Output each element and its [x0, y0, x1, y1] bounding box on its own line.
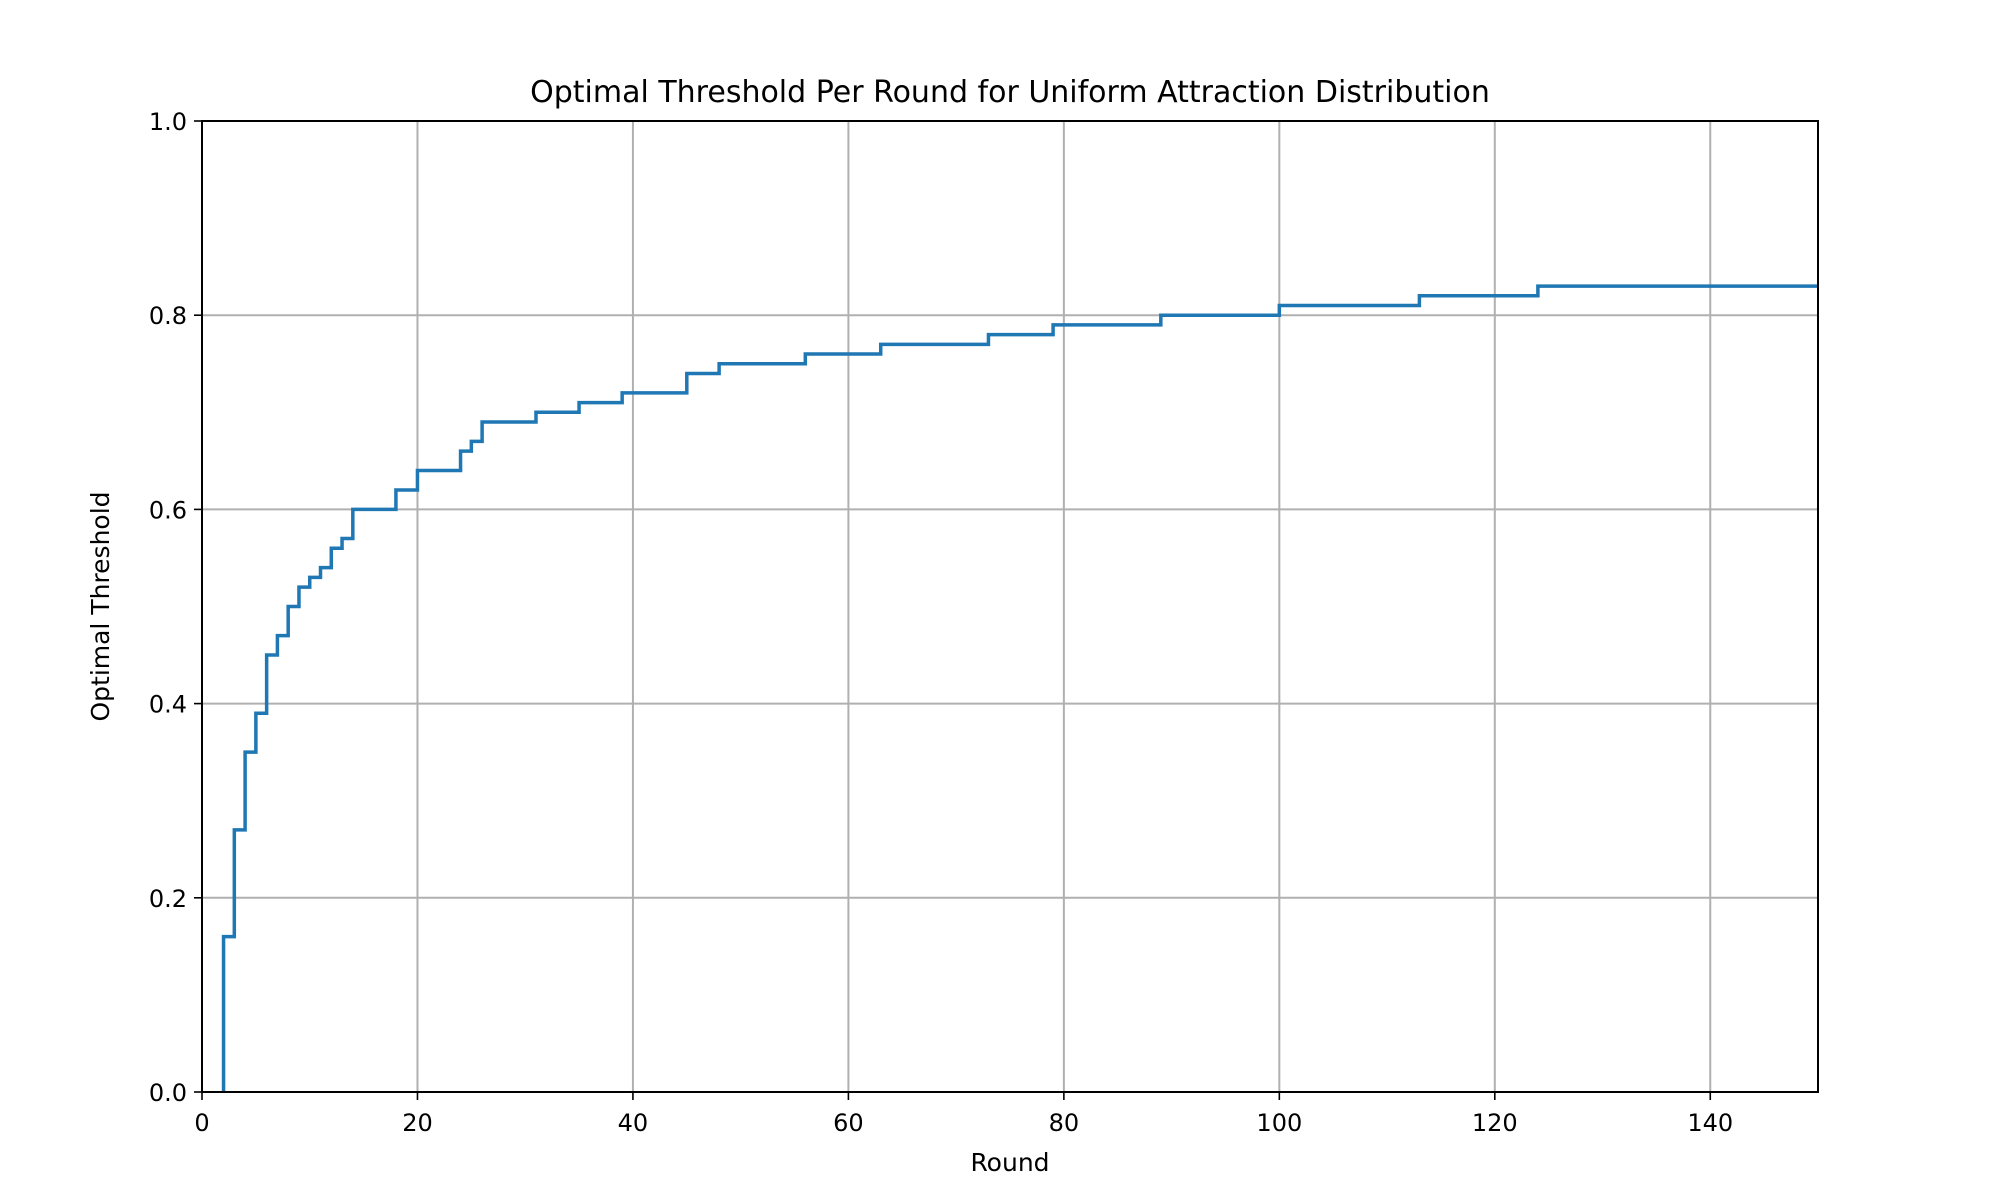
y-tick-label: 1.0: [149, 108, 187, 136]
y-axis: 0.0 0.2 0.4 0.6 0.8 1.0: [149, 108, 202, 1107]
y-tick-label: 0.8: [149, 302, 187, 330]
x-tick-label: 80: [1049, 1109, 1080, 1137]
threshold-step-line: [221, 284, 1818, 1092]
plot-frame: [201, 120, 1819, 1093]
chart-title: Optimal Threshold Per Round for Uniform …: [530, 75, 1490, 110]
y-tick-label: 0.2: [149, 885, 187, 913]
x-tick-label: 20: [402, 1109, 433, 1137]
x-axis: 0 20 40 60 80 100 120 140: [194, 1092, 1733, 1137]
x-tick-label: 60: [833, 1109, 864, 1137]
y-tick-label: 0.4: [149, 691, 187, 719]
y-axis-label: Optimal Threshold: [86, 491, 115, 721]
y-tick-label: 0.0: [149, 1079, 187, 1107]
x-tick-label: 0: [194, 1109, 209, 1137]
x-tick-label: 100: [1256, 1109, 1302, 1137]
x-axis-label: Round: [970, 1148, 1049, 1177]
series-layer: [221, 284, 1818, 1092]
x-tick-label: 140: [1687, 1109, 1733, 1137]
x-tick-label: 40: [618, 1109, 649, 1137]
grid: [201, 120, 1818, 1093]
y-tick-label: 0.6: [149, 496, 187, 524]
x-tick-label: 120: [1472, 1109, 1518, 1137]
